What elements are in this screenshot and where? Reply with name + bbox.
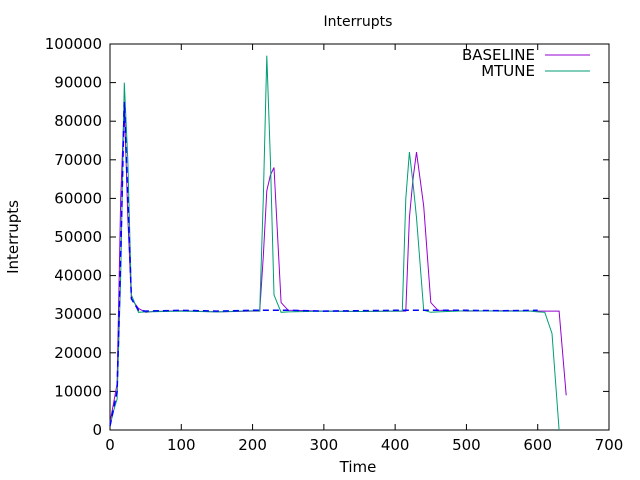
legend-label: BASELINE — [462, 46, 535, 64]
chart-title: Interrupts — [324, 14, 393, 30]
y-tick-label: 60000 — [54, 189, 102, 207]
x-tick-label: 500 — [452, 436, 481, 454]
series-layer — [109, 55, 567, 431]
x-tick-label: 600 — [523, 436, 552, 454]
x-tick-label: 0 — [105, 436, 115, 454]
y-tick-label: 10000 — [54, 382, 102, 400]
y-tick-label: 50000 — [54, 228, 102, 246]
y-tick-label: 0 — [92, 421, 102, 439]
y-tick-label: 90000 — [54, 74, 102, 92]
y-axis-title: Interrupts — [4, 200, 22, 274]
series-line-baseline — [109, 101, 567, 423]
x-axis-title: Time — [339, 458, 377, 476]
y-tick-label: 20000 — [54, 344, 102, 362]
y-tick-label: 30000 — [54, 305, 102, 323]
x-tick-label: 100 — [167, 436, 196, 454]
x-tick-label: 700 — [595, 436, 624, 454]
axis-ticks: 0 100 200 300 400 500 600 700 0 10000 20000 30000 40… — [45, 35, 624, 454]
y-tick-label: 70000 — [54, 151, 102, 169]
plot-border — [109, 43, 610, 431]
x-tick-label: 300 — [310, 436, 339, 454]
y-tick-label: 100000 — [45, 35, 102, 53]
x-tick-label: 200 — [238, 436, 267, 454]
y-tick-label: 40000 — [54, 267, 102, 285]
series-line-mtune — [109, 55, 560, 431]
legend-label: MTUNE — [481, 62, 535, 80]
y-tick-label: 80000 — [54, 112, 102, 130]
series-line-dashed-2 — [109, 101, 538, 427]
x-tick-label: 400 — [381, 436, 410, 454]
